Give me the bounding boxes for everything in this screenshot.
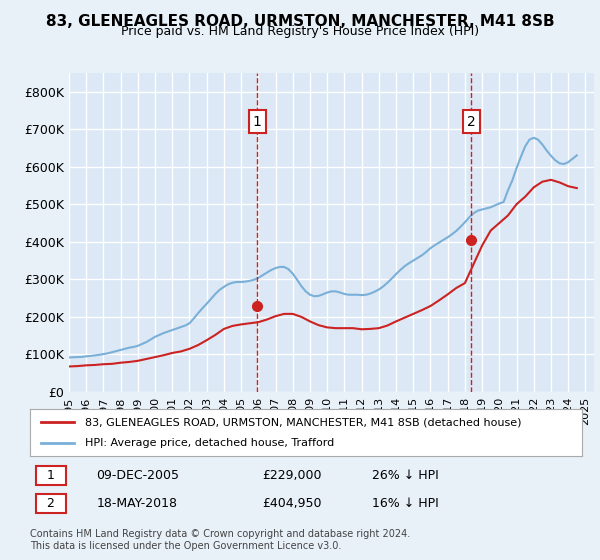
Text: £229,000: £229,000 <box>262 469 322 482</box>
Text: 2: 2 <box>46 497 55 510</box>
Text: HPI: Average price, detached house, Trafford: HPI: Average price, detached house, Traf… <box>85 438 334 448</box>
Text: 18-MAY-2018: 18-MAY-2018 <box>96 497 177 510</box>
FancyBboxPatch shape <box>35 494 66 513</box>
Text: 26% ↓ HPI: 26% ↓ HPI <box>372 469 439 482</box>
Text: 1: 1 <box>253 115 262 129</box>
Text: 09-DEC-2005: 09-DEC-2005 <box>96 469 179 482</box>
FancyBboxPatch shape <box>35 466 66 485</box>
Text: Contains HM Land Registry data © Crown copyright and database right 2024.
This d: Contains HM Land Registry data © Crown c… <box>30 529 410 551</box>
Text: £404,950: £404,950 <box>262 497 322 510</box>
Text: Price paid vs. HM Land Registry's House Price Index (HPI): Price paid vs. HM Land Registry's House … <box>121 25 479 38</box>
Text: 83, GLENEAGLES ROAD, URMSTON, MANCHESTER, M41 8SB: 83, GLENEAGLES ROAD, URMSTON, MANCHESTER… <box>46 14 554 29</box>
Text: 1: 1 <box>46 469 55 482</box>
Text: 83, GLENEAGLES ROAD, URMSTON, MANCHESTER, M41 8SB (detached house): 83, GLENEAGLES ROAD, URMSTON, MANCHESTER… <box>85 417 522 427</box>
Text: 2: 2 <box>467 115 476 129</box>
Text: 16% ↓ HPI: 16% ↓ HPI <box>372 497 439 510</box>
